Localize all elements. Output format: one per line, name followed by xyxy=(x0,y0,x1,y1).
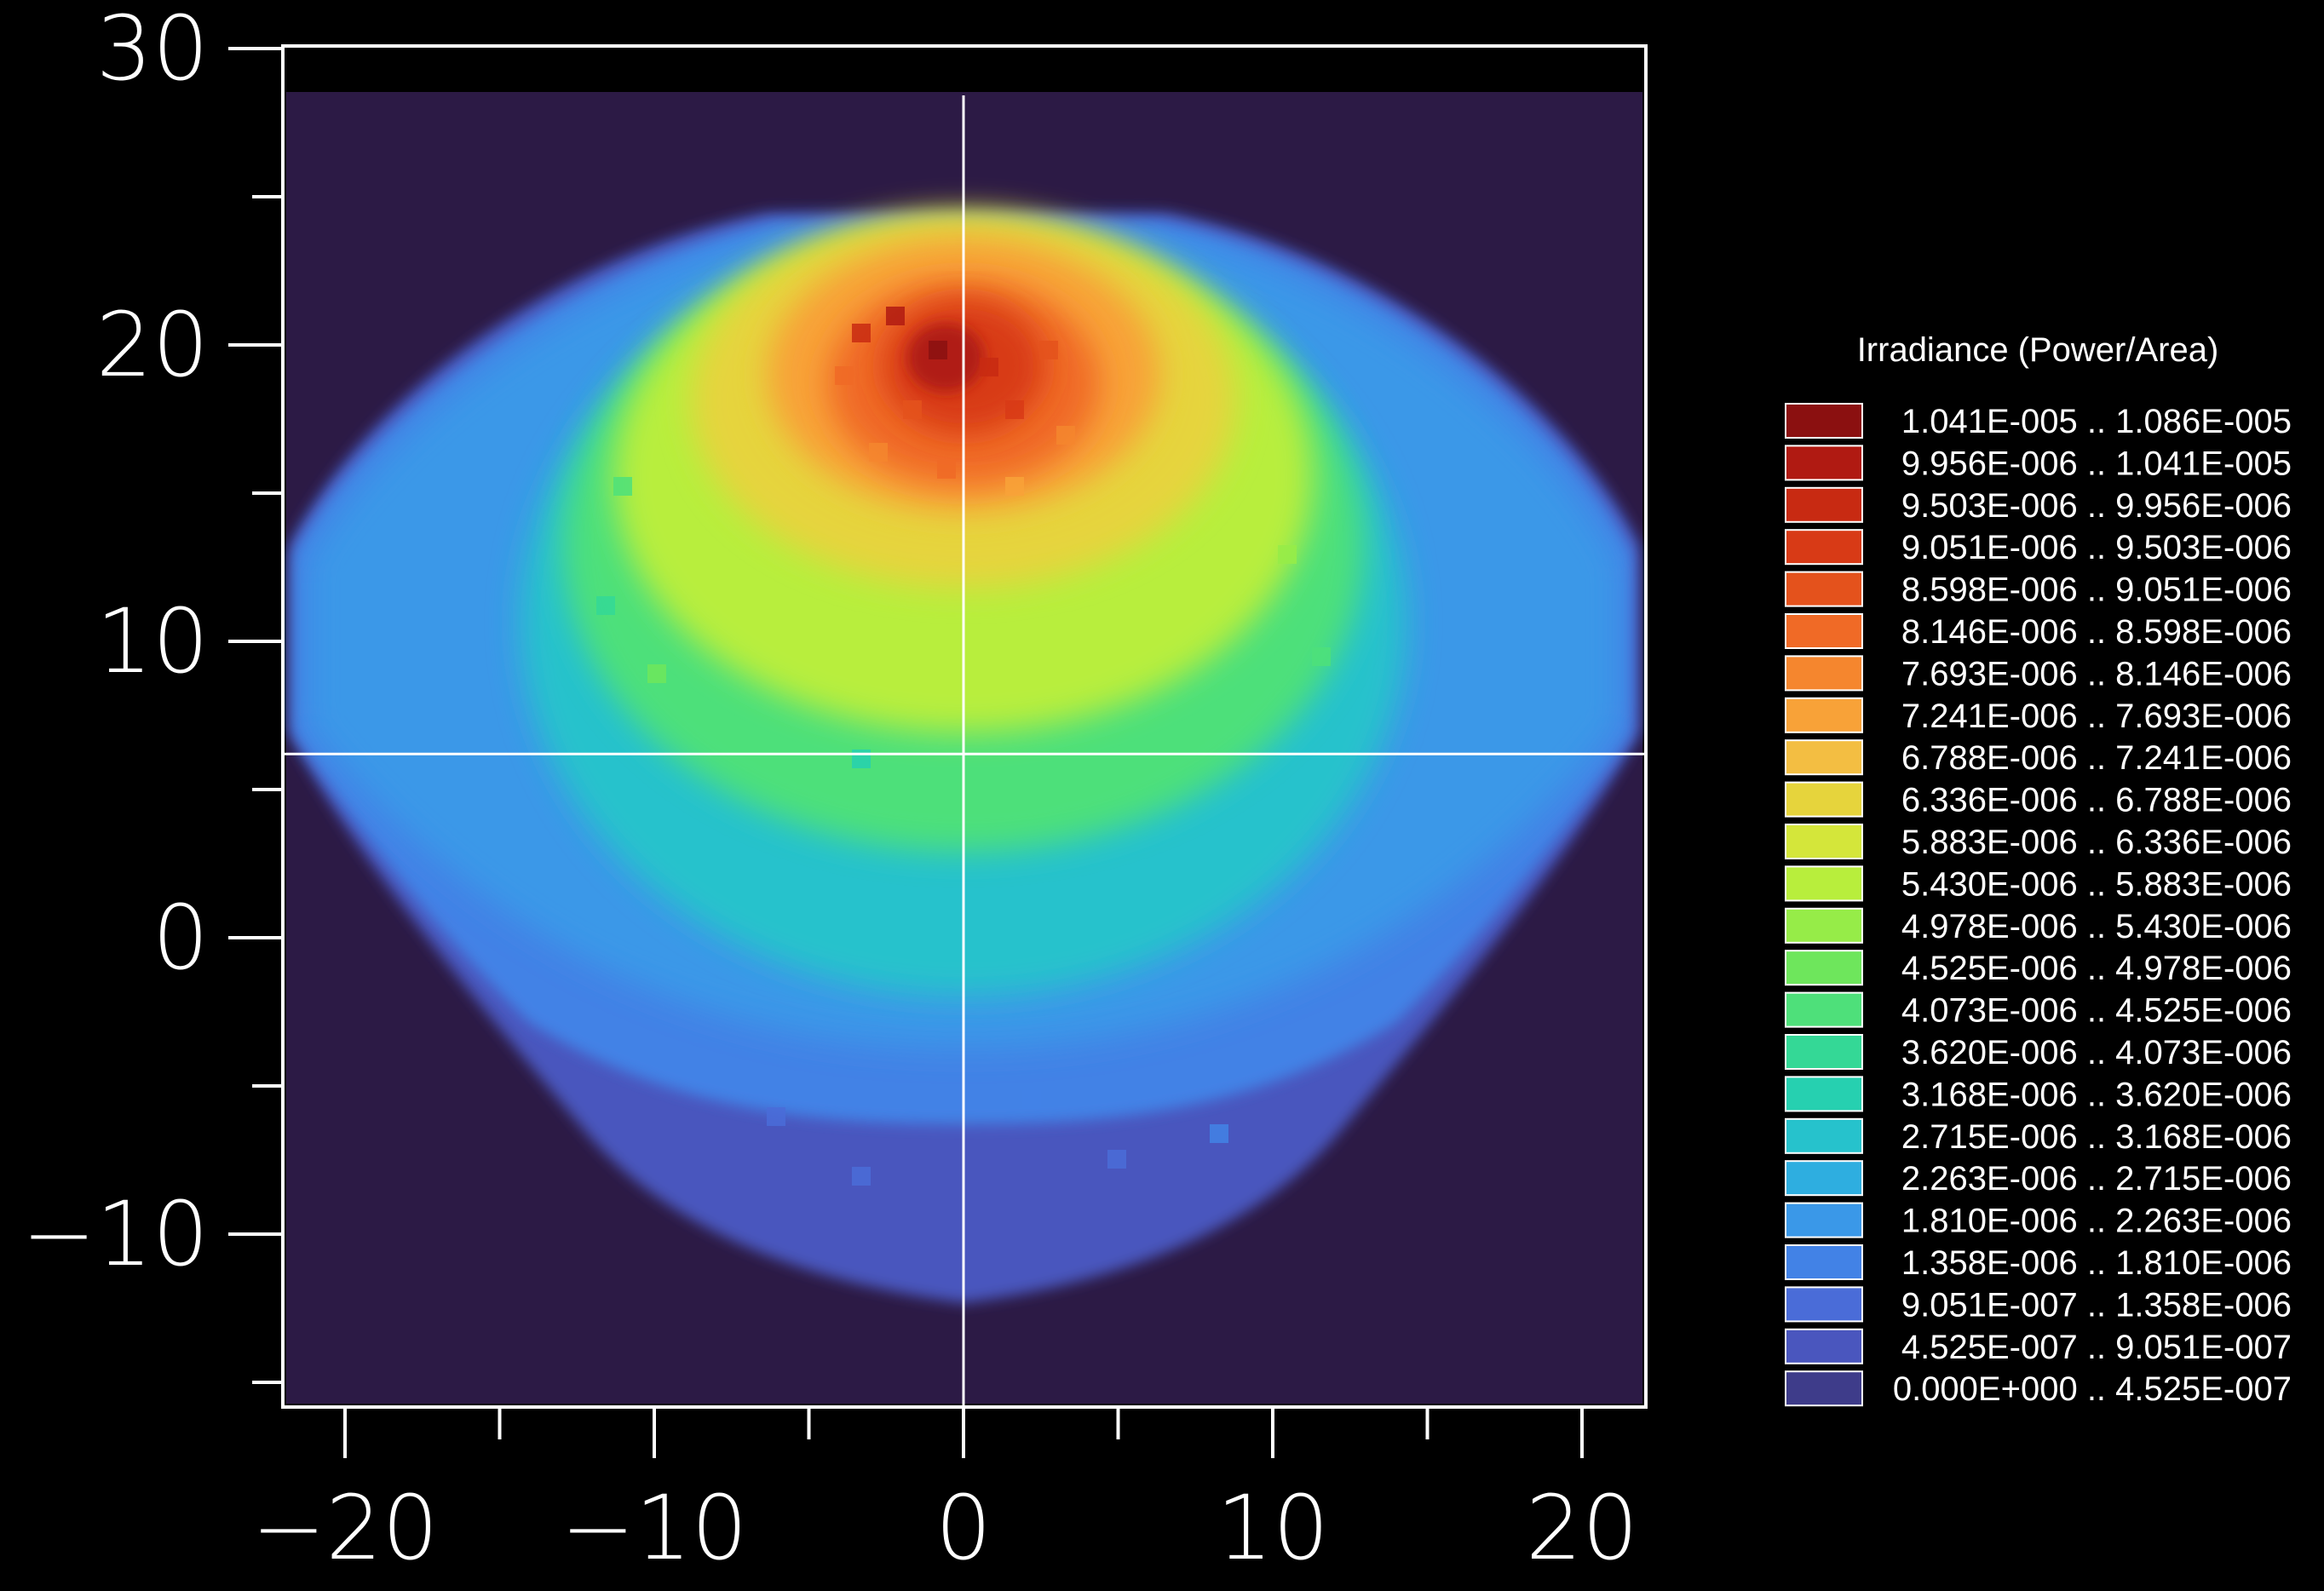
field-speckle xyxy=(929,341,947,359)
legend-label: 4.073E-006 .. 4.525E-006 xyxy=(1901,992,2292,1030)
field-speckle xyxy=(852,1167,871,1186)
legend-label: 6.336E-006 .. 6.788E-006 xyxy=(1901,782,2292,819)
legend-label: 7.241E-006 .. 7.693E-006 xyxy=(1901,698,2292,735)
legend-swatch xyxy=(1785,950,1863,986)
field-speckle xyxy=(886,307,905,325)
y-tick-label: 20 xyxy=(96,293,209,397)
field-speckle xyxy=(980,358,998,376)
field-speckle xyxy=(835,366,854,385)
legend-label: 9.051E-007 .. 1.358E-006 xyxy=(1901,1286,2292,1324)
x-tick-label: 0 xyxy=(935,1476,992,1580)
legend-swatch xyxy=(1785,865,1863,902)
legend-swatch xyxy=(1785,1202,1863,1238)
legend-label: 6.788E-006 .. 7.241E-006 xyxy=(1901,739,2292,777)
field-speckle xyxy=(613,477,632,496)
legend-swatch xyxy=(1785,1328,1863,1364)
legend-label: 9.956E-006 .. 1.041E-005 xyxy=(1901,445,2292,482)
legend-items: 1.041E-005 .. 1.086E-005 9.956E-006 .. 1.… xyxy=(1785,403,2292,1408)
legend-swatch xyxy=(1785,445,1863,481)
x-tick-label: 20 xyxy=(1526,1476,1638,1580)
legend-swatch xyxy=(1785,907,1863,944)
legend-swatch xyxy=(1785,991,1863,1028)
legend-swatch xyxy=(1785,613,1863,649)
field-speckle xyxy=(1107,1150,1126,1169)
field-speckle xyxy=(1005,477,1024,496)
legend-label: 1.810E-006 .. 2.263E-006 xyxy=(1901,1203,2292,1240)
legend-swatch xyxy=(1785,1244,1863,1280)
legend-title: Irradiance (Power/Area) xyxy=(1857,331,2219,369)
legend-swatch xyxy=(1785,1370,1863,1407)
legend-swatch xyxy=(1785,1076,1863,1112)
legend-label: 0.000E+000 .. 4.525E-007 xyxy=(1893,1370,2292,1408)
y-tick-label: −10 xyxy=(22,1182,209,1286)
field-speckle xyxy=(1039,341,1058,359)
y-tick-label: 0 xyxy=(152,886,209,990)
legend-label: 4.978E-006 .. 5.430E-006 xyxy=(1901,908,2292,945)
field-speckle xyxy=(767,1107,785,1126)
y-tick-label: 10 xyxy=(96,589,209,693)
legend-swatch xyxy=(1785,739,1863,776)
legend-swatch xyxy=(1785,403,1863,439)
legend-label: 2.715E-006 .. 3.168E-006 xyxy=(1901,1118,2292,1156)
field-speckle xyxy=(647,664,666,683)
legend-swatch xyxy=(1785,1286,1863,1323)
plot-area xyxy=(281,44,1648,1409)
field-speckle xyxy=(1005,400,1024,419)
field-speckle xyxy=(869,443,888,462)
legend-swatch xyxy=(1785,1160,1863,1197)
legend-swatch xyxy=(1785,486,1863,523)
legend-swatch xyxy=(1785,824,1863,859)
field-speckle xyxy=(1278,545,1297,564)
legend-label: 7.693E-006 .. 8.146E-006 xyxy=(1901,655,2292,692)
legend-swatch xyxy=(1785,655,1863,692)
field-speckle xyxy=(596,596,615,615)
legend-swatch xyxy=(1785,1117,1863,1154)
legend-label: 8.146E-006 .. 8.598E-006 xyxy=(1901,613,2292,651)
field-speckle xyxy=(852,750,871,768)
legend-swatch xyxy=(1785,781,1863,818)
x-tick-label: −10 xyxy=(561,1476,747,1580)
x-tick-label: −20 xyxy=(251,1476,438,1580)
legend-label: 4.525E-006 .. 4.978E-006 xyxy=(1901,950,2292,987)
field-speckle xyxy=(1210,1124,1228,1143)
field-speckle xyxy=(852,324,871,342)
legend-label: 1.041E-005 .. 1.086E-005 xyxy=(1901,403,2292,440)
legend-label: 9.503E-006 .. 9.956E-006 xyxy=(1901,487,2292,525)
legend-label: 1.358E-006 .. 1.810E-006 xyxy=(1901,1244,2292,1282)
y-tick-label: 30 xyxy=(96,0,209,101)
legend-label: 2.263E-006 .. 2.715E-006 xyxy=(1901,1160,2292,1198)
legend-label: 4.525E-007 .. 9.051E-007 xyxy=(1901,1329,2292,1366)
x-tick-label: 10 xyxy=(1217,1476,1329,1580)
legend-swatch xyxy=(1785,571,1863,607)
y-axis: −10 0 10 20 30 xyxy=(22,0,283,1384)
field-speckle xyxy=(1312,647,1331,666)
field-speckle xyxy=(1022,1090,1041,1109)
field-speckle xyxy=(937,460,956,479)
legend-label: 5.430E-006 .. 5.883E-006 xyxy=(1901,865,2292,903)
legend-label: 8.598E-006 .. 9.051E-006 xyxy=(1901,571,2292,609)
legend-label: 3.168E-006 .. 3.620E-006 xyxy=(1901,1076,2292,1113)
x-axis: −20 −10 0 10 20 xyxy=(251,1407,1638,1580)
legend-label: 5.883E-006 .. 6.336E-006 xyxy=(1901,824,2292,861)
legend-swatch xyxy=(1785,529,1863,566)
field-speckle xyxy=(903,400,922,419)
legend-swatch xyxy=(1785,1034,1863,1070)
legend-label: 9.051E-006 .. 9.503E-006 xyxy=(1901,529,2292,566)
field-speckle xyxy=(1056,426,1075,445)
legend-label: 3.620E-006 .. 4.073E-006 xyxy=(1901,1034,2292,1071)
legend: Irradiance (Power/Area) 1.041E-005 .. 1.… xyxy=(1785,331,2292,1408)
legend-swatch xyxy=(1785,697,1863,733)
